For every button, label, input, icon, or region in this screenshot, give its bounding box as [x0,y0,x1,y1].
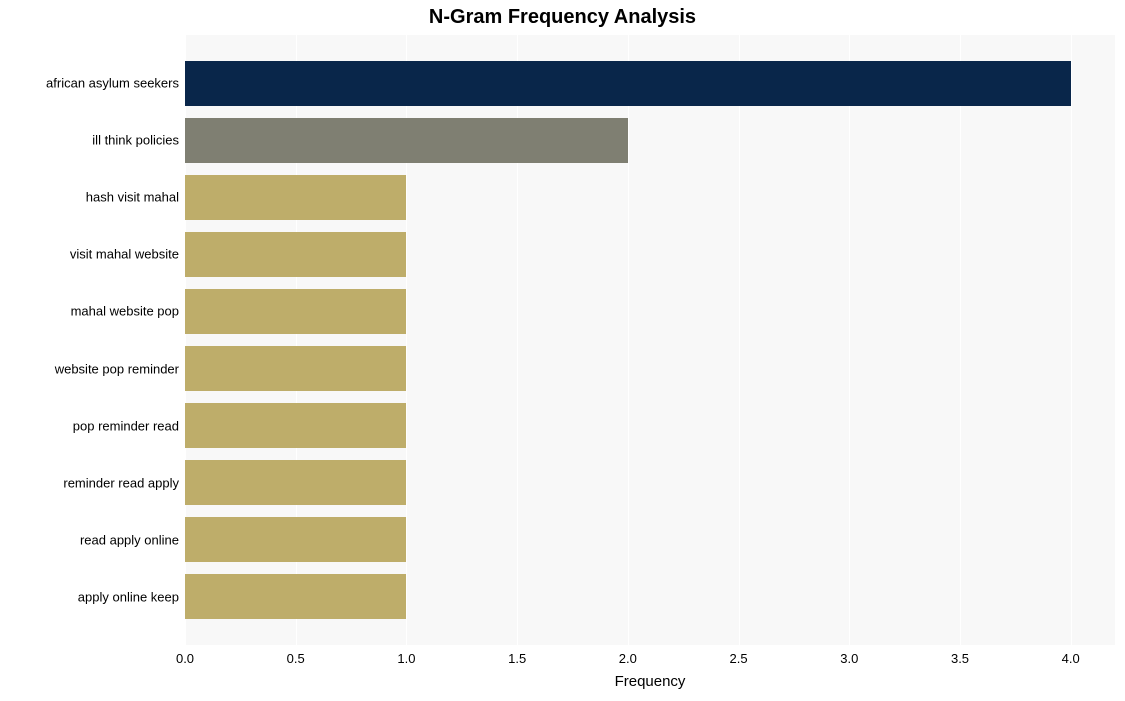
y-tick-label: website pop reminder [55,361,179,376]
x-tick-label: 3.5 [951,651,969,666]
x-tick-label: 2.0 [619,651,637,666]
bar [185,289,406,334]
bar [185,517,406,562]
grid-line [739,35,740,645]
y-tick-label: ill think policies [92,133,179,148]
grid-line [628,35,629,645]
grid-line [1071,35,1072,645]
grid-line [849,35,850,645]
x-tick-label: 1.5 [508,651,526,666]
bar [185,574,406,619]
bar [185,175,406,220]
chart-title: N-Gram Frequency Analysis [0,6,1125,29]
plot-area: Frequency 0.00.51.01.52.02.53.03.54.0afr… [185,35,1115,645]
y-tick-label: apply online keep [78,589,179,604]
bar [185,460,406,505]
x-tick-label: 1.0 [397,651,415,666]
bar [185,232,406,277]
x-tick-label: 3.0 [840,651,858,666]
bar [185,403,406,448]
y-tick-label: hash visit mahal [86,190,179,205]
y-tick-label: read apply online [80,532,179,547]
y-tick-label: reminder read apply [63,475,179,490]
grid-line [960,35,961,645]
ngram-frequency-chart: N-Gram Frequency Analysis Frequency 0.00… [0,0,1125,701]
x-axis-title: Frequency [185,673,1115,690]
y-tick-label: pop reminder read [73,418,179,433]
bar [185,118,628,163]
x-tick-label: 0.5 [287,651,305,666]
y-tick-label: visit mahal website [70,247,179,262]
y-tick-label: mahal website pop [71,304,179,319]
bar [185,346,406,391]
y-tick-label: african asylum seekers [46,76,179,91]
x-tick-label: 0.0 [176,651,194,666]
x-tick-label: 4.0 [1062,651,1080,666]
x-tick-label: 2.5 [730,651,748,666]
bar [185,61,1071,106]
